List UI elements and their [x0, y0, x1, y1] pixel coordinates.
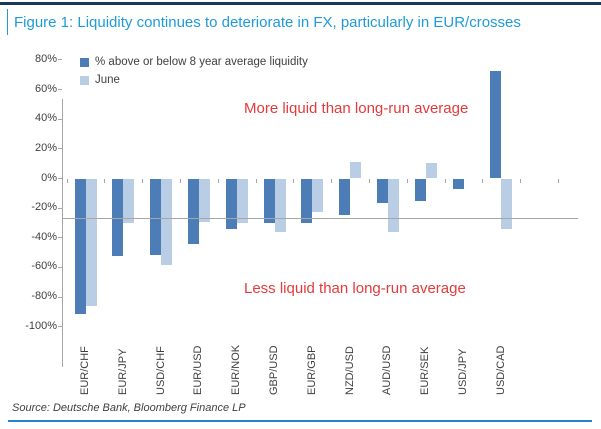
y-axis-label-20: 20%	[34, 141, 57, 154]
x-axis-label-usd-cad: USD/CAD	[494, 345, 507, 395]
x-axis-label-eur-nok: EUR/NOK	[230, 344, 243, 395]
x-tick	[180, 179, 181, 183]
y-tick	[58, 266, 62, 268]
legend-label: June	[95, 74, 120, 86]
bar-avg-eur-usd	[187, 179, 199, 245]
y-axis-label--40: -40%	[31, 230, 57, 243]
x-axis-label-eur-gbp: EUR/GBP	[305, 345, 318, 395]
x-tick	[293, 179, 295, 183]
bar-avg-usd-chf	[150, 179, 162, 255]
x-axis-label-eur-sek: EUR/SEK	[419, 346, 432, 395]
y-tick	[58, 207, 62, 209]
bar-june-eur-nok	[236, 179, 248, 224]
legend-item-june: June	[80, 71, 308, 89]
bar-june-gbp-usd	[274, 179, 286, 233]
bar-june-eur-jpy	[123, 179, 135, 224]
annotation-less-liquid: Less liquid than long-run average	[244, 280, 466, 297]
x-tick	[369, 179, 370, 183]
y-tick	[58, 59, 62, 61]
bar-chart: 80% 60% 40% 20% 0% -20% -40% -60% -80% -100% EUR/…	[0, 40, 601, 400]
legend-swatch-dark-blue	[80, 57, 89, 67]
bar-june-usd-cad	[501, 179, 513, 230]
y-tick	[58, 178, 62, 179]
x-tick	[104, 179, 106, 183]
bar-june-nzd-usd	[350, 161, 362, 178]
bar-june-aud-usd	[387, 179, 399, 233]
x-tick	[66, 179, 68, 183]
y-tick	[58, 326, 62, 328]
bar-june-usd-chf	[161, 179, 173, 265]
top-rule	[0, 2, 601, 5]
y-axis-line	[62, 99, 63, 367]
y-axis-label-40: 40%	[34, 112, 57, 125]
x-tick	[558, 179, 559, 183]
y-tick	[58, 118, 62, 120]
x-tick	[520, 179, 522, 183]
y-axis-label--60: -60%	[31, 260, 57, 273]
y-axis-label--20: -20%	[31, 201, 57, 214]
bar-avg-usd-jpy	[452, 179, 464, 190]
x-axis-label-gbp-usd: GBP/USD	[268, 345, 280, 395]
x-axis-line	[62, 218, 578, 219]
bar-avg-eur-gbp	[301, 179, 313, 224]
bar-avg-eur-nok	[225, 179, 237, 230]
x-tick	[444, 179, 446, 183]
y-tick	[58, 148, 62, 150]
bar-avg-gbp-usd	[263, 179, 275, 224]
legend-item-average: % above or below 8 year average liquidit…	[80, 53, 308, 71]
y-axis-label-60: 60%	[34, 82, 57, 95]
x-axis-label-eur-usd: EUR/USD	[192, 345, 205, 395]
x-tick	[482, 179, 484, 183]
x-tick	[331, 179, 333, 183]
y-axis-label-0: 0%	[41, 171, 57, 184]
bar-avg-usd-cad	[490, 71, 502, 178]
x-axis-label-usd-jpy: USD/JPY	[457, 348, 469, 395]
bar-avg-eur-chf	[74, 179, 86, 314]
annotation-more-liquid: More liquid than long-run average	[244, 100, 469, 117]
title-box: Figure 1: Liquidity continues to deterio…	[7, 9, 521, 35]
source-note: Source: Deutsche Bank, Bloomberg Finance…	[12, 402, 246, 414]
y-tick	[58, 237, 62, 239]
bar-june-eur-sek	[425, 163, 437, 178]
bar-june-eur-gbp	[312, 179, 324, 212]
x-tick	[217, 179, 219, 183]
x-axis-label-aud-usd: AUD/USD	[381, 345, 394, 395]
bottom-rule	[8, 420, 592, 422]
x-tick	[406, 179, 408, 183]
legend-label: % above or below 8 year average liquidit…	[95, 56, 308, 68]
bar-june-eur-chf	[85, 179, 97, 307]
y-tick	[58, 296, 62, 298]
x-tick	[142, 179, 144, 183]
x-axis-label-usd-chf: USD/CHF	[154, 346, 167, 395]
y-axis-label--100: -100%	[25, 319, 57, 332]
x-axis-label-eur-chf: EUR/CHF	[79, 346, 91, 395]
x-axis-label-eur-jpy: EUR/JPY	[116, 348, 129, 395]
figure-title: Figure 1: Liquidity continues to deterio…	[14, 13, 521, 31]
y-tick	[58, 89, 62, 91]
legend: % above or below 8 year average liquidit…	[80, 53, 308, 89]
y-axis-label--80: -80%	[31, 290, 57, 303]
legend-swatch-light-blue	[80, 75, 89, 85]
bar-june-eur-usd	[198, 179, 210, 222]
bar-avg-eur-sek	[414, 179, 426, 202]
bar-avg-eur-jpy	[112, 179, 124, 257]
bar-avg-aud-usd	[376, 179, 388, 203]
bar-avg-nzd-usd	[339, 179, 351, 215]
y-axis-label-80: 80%	[34, 52, 57, 65]
x-axis-label-nzd-usd: NZD/USD	[343, 346, 356, 395]
x-tick	[255, 179, 257, 183]
